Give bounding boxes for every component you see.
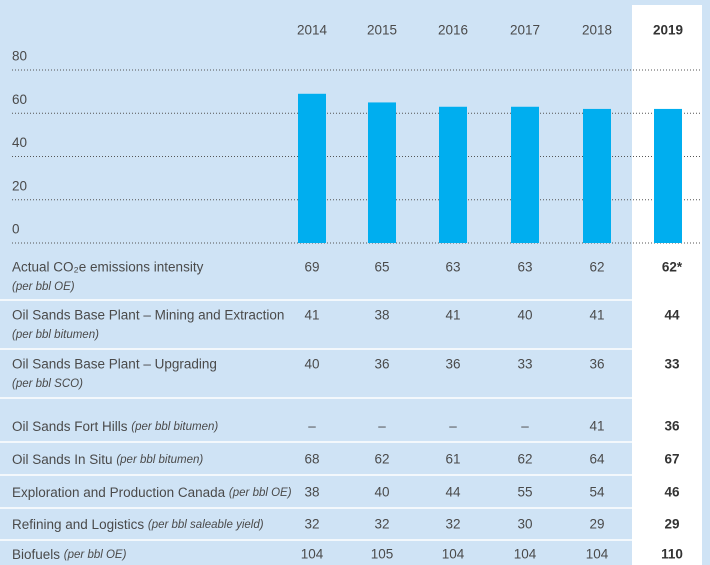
bar [654,108,682,243]
row-unit: (per bbl bitumen) [12,329,99,341]
cell-value: 55 [517,485,532,500]
cell-value: 29 [664,517,679,532]
cell-value: 41 [445,308,460,323]
row-unit: (per bbl saleable yield) [148,519,264,531]
cell-value: 44 [445,485,461,500]
row-unit: (per bbl bitumen) [116,454,203,466]
row-unit: (per bbl OE) [64,549,127,561]
y-tick-label: 40 [12,135,27,150]
cell-value: 38 [304,485,319,500]
row-label-text: Oil Sands In Situ [12,452,113,467]
cell-value: 36 [664,419,680,434]
bar [583,108,611,243]
row-label: Oil Sands Base Plant – Upgrading [12,357,217,372]
highlight-column [632,5,702,565]
cell-value: 46 [664,485,680,500]
cell-value: 36 [374,357,389,372]
column-header: 2015 [367,23,397,38]
cell-value: 68 [304,452,319,467]
cell-value: 104 [442,547,465,562]
row-unit: (per bbl OE) [12,281,75,293]
cell-value: 32 [445,517,460,532]
cell-value: 104 [586,547,609,562]
cell-value: 29 [589,517,604,532]
column-header: 2019 [653,23,683,38]
cell-value: 32 [374,517,389,532]
bar [368,102,396,243]
cell-value: 44 [664,308,680,323]
cell-value: 40 [304,357,319,372]
cell-value: 67 [664,452,679,467]
cell-value: 33 [664,357,680,372]
cell-value: 54 [589,485,605,500]
cell-value: 36 [589,357,604,372]
cell-value: 62 [374,452,389,467]
cell-value: 40 [517,308,532,323]
row-label: Oil Sands Fort Hills (per bbl bitumen) [12,419,218,434]
cell-value: 41 [589,308,604,323]
cell-value: 62* [662,260,683,275]
row-unit: (per bbl OE) [229,487,292,499]
cell-value: 40 [374,485,389,500]
column-header: 2014 [297,23,328,38]
row-label: Exploration and Production Canada (per b… [12,485,292,500]
cell-value: – [449,419,457,434]
y-tick-label: 80 [12,49,27,64]
cell-value: 32 [304,517,319,532]
cell-value: 36 [445,357,460,372]
y-tick-label: 0 [12,222,20,237]
y-tick-label: 20 [12,178,27,193]
bar [511,106,539,243]
row-label-text: Biofuels [12,547,60,562]
bar [298,93,326,243]
cell-value: 38 [374,308,389,323]
column-header: 2018 [582,23,612,38]
row-unit: (per bbl bitumen) [131,421,218,433]
row-label: Oil Sands In Situ (per bbl bitumen) [12,452,203,467]
cell-value: – [308,419,316,434]
row-label: Biofuels (per bbl OE) [12,547,127,562]
y-tick-label: 60 [12,92,27,107]
cell-value: 63 [517,260,532,275]
cell-value: 104 [514,547,537,562]
cell-value: 30 [517,517,532,532]
cell-value: 62 [517,452,532,467]
column-header: 2017 [510,23,540,38]
cell-value: 105 [371,547,394,562]
cell-value: 33 [517,357,532,372]
row-label-text: Refining and Logistics [12,517,144,532]
cell-value: 63 [445,260,460,275]
cell-value: – [378,419,386,434]
row-label: Refining and Logistics (per bbl saleable… [12,517,264,532]
bar [439,106,467,243]
cell-value: 69 [304,260,319,275]
column-header: 2016 [438,23,468,38]
cell-value: – [521,419,529,434]
row-unit: (per bbl SCO) [12,378,83,390]
cell-value: 41 [304,308,319,323]
row-label: Oil Sands Base Plant – Mining and Extrac… [12,308,284,323]
cell-value: 104 [301,547,324,562]
row-label-text: Oil Sands Fort Hills [12,419,128,434]
cell-value: 110 [661,547,683,562]
row-label-text: Exploration and Production Canada [12,485,226,500]
cell-value: 41 [589,419,604,434]
cell-value: 62 [589,260,604,275]
cell-value: 64 [589,452,605,467]
row-label: Actual CO₂e emissions intensity [12,260,204,275]
cell-value: 65 [374,260,389,275]
cell-value: 61 [445,452,460,467]
